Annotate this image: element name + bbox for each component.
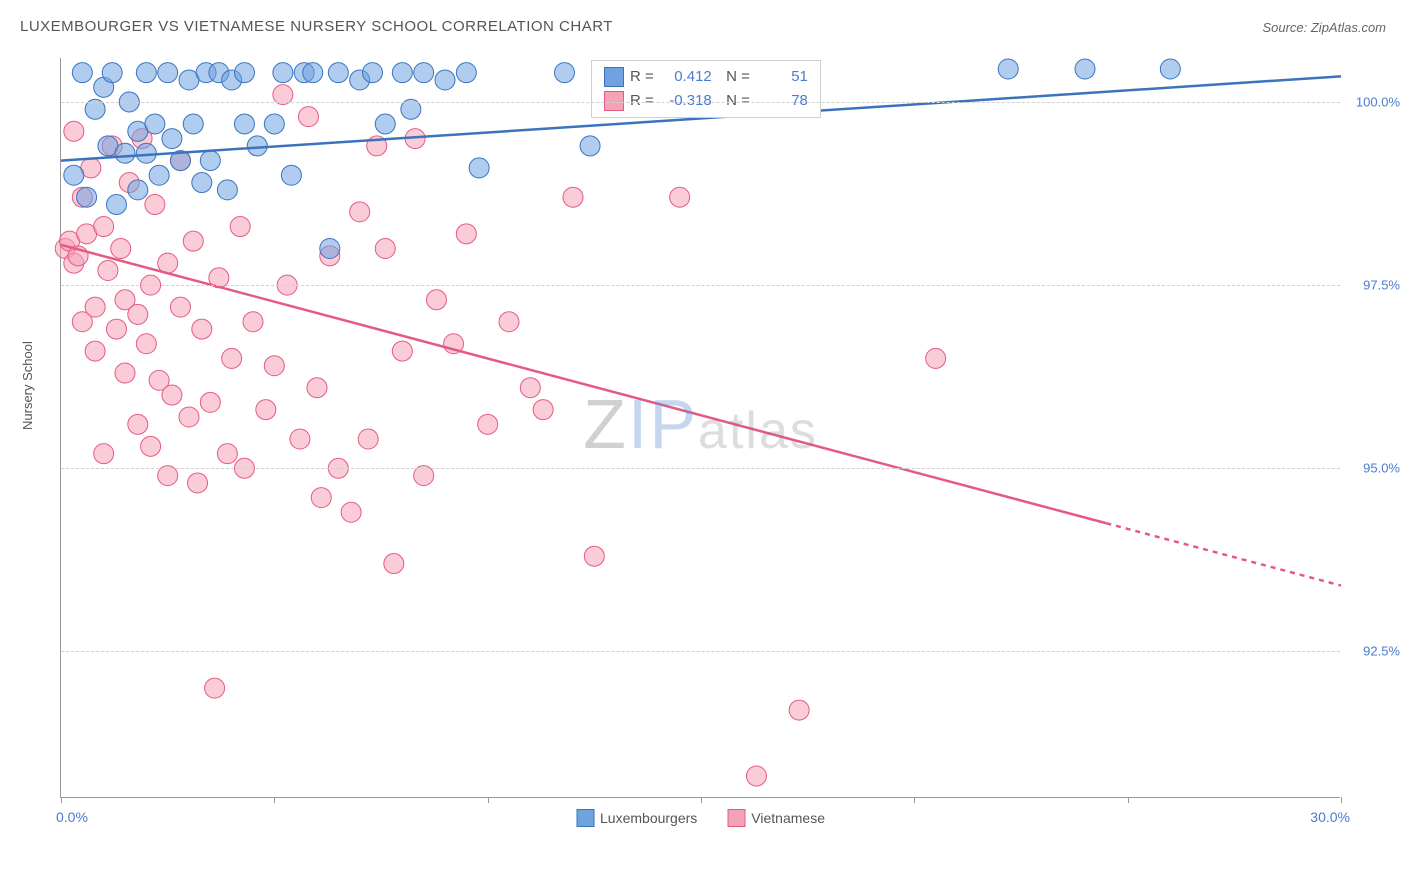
swatch-icon [727,809,745,827]
legend-label: Vietnamese [751,810,825,826]
y-tick-label: 97.5% [1350,278,1400,293]
source-label: Source: ZipAtlas.com [1262,20,1386,35]
x-tick-max: 30.0% [1310,809,1350,825]
legend-label: Luxembourgers [600,810,697,826]
chart-svg [61,58,1340,797]
y-tick-label: 100.0% [1350,94,1400,109]
plot-area: ZIPatlas R = 0.412 N = 51 R = -0.318 N =… [60,58,1340,798]
legend-item-vietnamese: Vietnamese [727,809,825,827]
y-axis-label: Nursery School [20,341,35,430]
legend: Luxembourgers Vietnamese [576,809,825,827]
y-tick-label: 92.5% [1350,644,1400,659]
chart-title: LUXEMBOURGER VS VIETNAMESE NURSERY SCHOO… [20,18,613,35]
stats-legend: R = 0.412 N = 51 R = -0.318 N = 78 [591,60,821,118]
swatch-icon [604,67,624,87]
stats-row-luxembourgers: R = 0.412 N = 51 [604,65,808,89]
r-value-lux: 0.412 [660,65,712,89]
legend-item-luxembourgers: Luxembourgers [576,809,697,827]
swatch-icon [576,809,594,827]
x-tick-min: 0.0% [56,809,88,825]
y-tick-label: 95.0% [1350,461,1400,476]
n-value-lux: 51 [756,65,808,89]
